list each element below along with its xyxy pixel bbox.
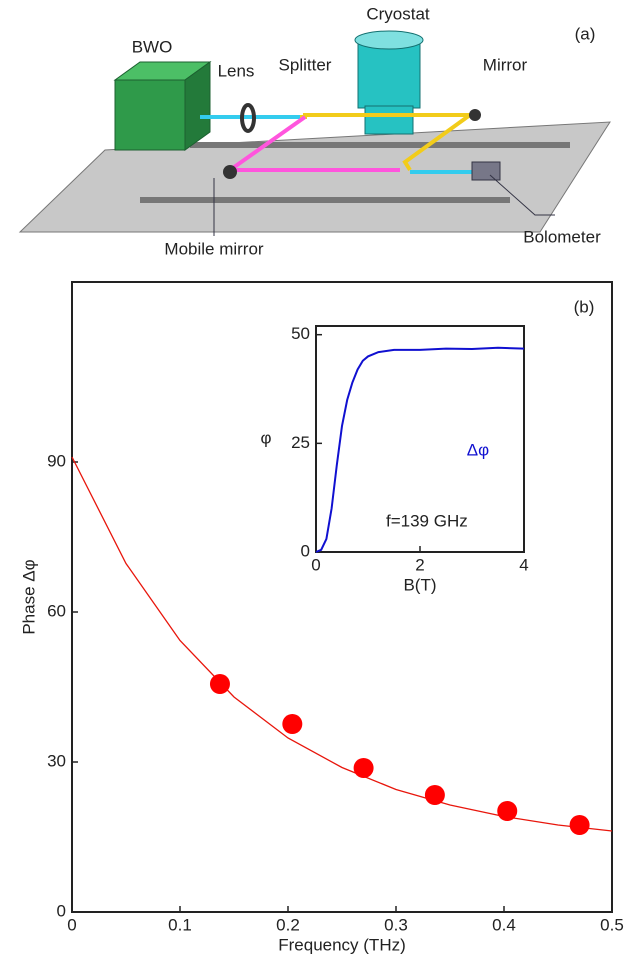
x-axis-label: Frequency (THz) [278, 935, 406, 954]
x-tick-label: 2 [415, 555, 424, 574]
x-tick-label: 0.1 [168, 915, 192, 934]
cryostat [358, 40, 420, 108]
label: Lens [218, 61, 255, 80]
label: BWO [132, 37, 173, 56]
label: Bolometer [523, 227, 601, 246]
mobile-mirror [223, 165, 237, 179]
bolometer [472, 162, 500, 180]
panel-label: (a) [575, 24, 596, 43]
x-axis-label: B(T) [403, 575, 436, 594]
y-tick-label: 0 [301, 541, 310, 560]
data-point [570, 815, 590, 835]
page: Cryostat (a) BWO Lens Splitter Mirror Mo… [0, 0, 624, 978]
y-tick-label: 50 [291, 324, 310, 343]
y-tick-label: 30 [47, 751, 66, 770]
y-axis-label: Phase Δφ [19, 559, 38, 634]
setup-diagram: Cryostat (a) BWO Lens Splitter Mirror Mo… [20, 4, 610, 258]
rail [190, 142, 570, 148]
figure: Cryostat (a) BWO Lens Splitter Mirror Mo… [0, 0, 624, 978]
bwo-source [115, 80, 185, 150]
y-axis-label: φ [260, 428, 271, 447]
x-tick-label: 4 [519, 555, 528, 574]
data-point [354, 758, 374, 778]
cryostat-base [365, 106, 413, 134]
cryostat-top [355, 31, 423, 49]
y-tick-label: 0 [57, 901, 66, 920]
x-tick-label: 0.4 [492, 915, 516, 934]
data-point [425, 785, 445, 805]
label: Mobile mirror [164, 239, 264, 258]
data-point [282, 714, 302, 734]
data-point [210, 674, 230, 694]
x-tick-label: 0 [311, 555, 320, 574]
panel-label: (b) [574, 297, 595, 316]
label: Cryostat [366, 4, 430, 23]
data-point [497, 801, 517, 821]
y-tick-label: 25 [291, 433, 310, 452]
y-tick-label: 60 [47, 601, 66, 620]
x-tick-label: 0 [67, 915, 76, 934]
label: Splitter [279, 55, 332, 74]
mirror [469, 109, 481, 121]
annotation: Δφ [467, 440, 489, 459]
y-tick-label: 90 [47, 451, 66, 470]
table-plate [20, 122, 610, 232]
x-tick-label: 0.2 [276, 915, 300, 934]
annotation: f=139 GHz [386, 511, 468, 530]
rail [140, 197, 510, 203]
x-tick-label: 0.5 [600, 915, 624, 934]
x-tick-label: 0.3 [384, 915, 408, 934]
label: Mirror [483, 55, 528, 74]
